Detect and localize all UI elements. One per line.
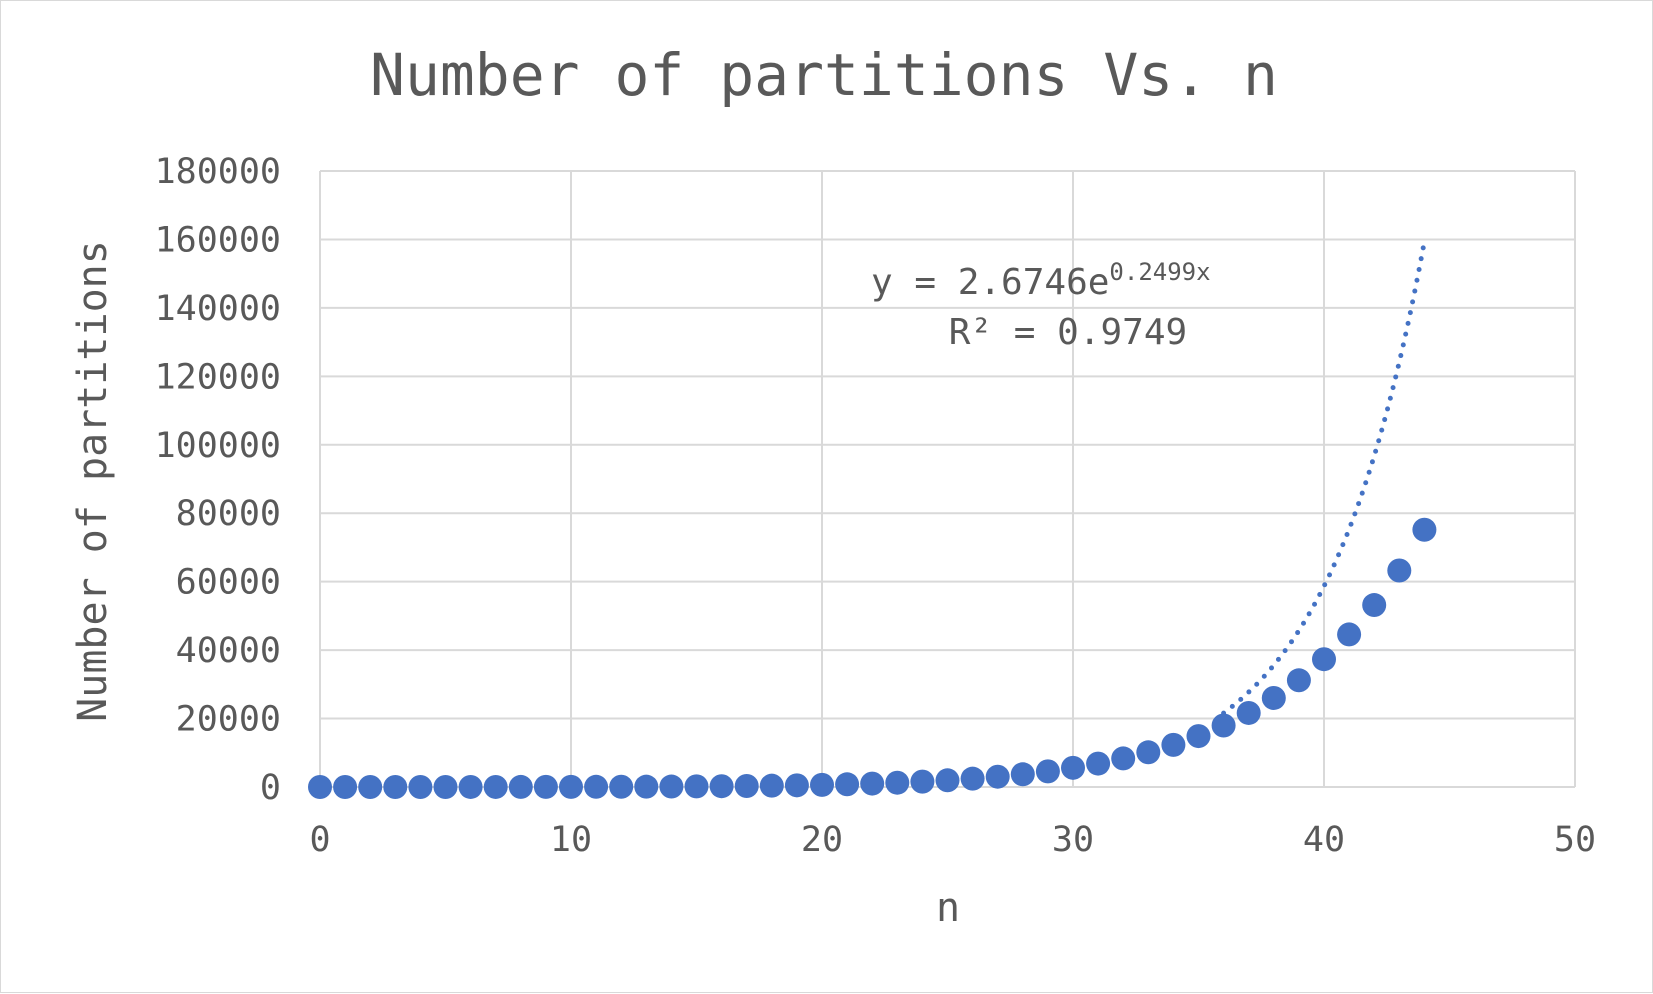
data-point	[308, 774, 332, 799]
data-point	[885, 770, 910, 795]
data-point	[709, 774, 734, 799]
data-point	[935, 768, 960, 793]
data-point	[333, 774, 358, 799]
data-point	[1261, 685, 1286, 710]
data-point	[1186, 724, 1211, 749]
data-point	[483, 774, 508, 799]
data-point	[1312, 647, 1336, 672]
data-points	[308, 517, 1437, 799]
data-point	[1010, 762, 1035, 787]
trendline-equation: y = 2.6746e0.2499x	[871, 258, 1211, 303]
data-point	[408, 774, 433, 799]
data-point	[383, 774, 408, 799]
data-point	[458, 774, 483, 799]
x-tick-label: 0	[309, 820, 330, 860]
data-point	[684, 774, 709, 799]
y-tick-label: 40000	[176, 631, 281, 671]
data-point	[1161, 732, 1186, 757]
y-tick-label: 80000	[176, 494, 281, 534]
equation-exponent: 0.2499x	[1109, 258, 1210, 286]
chart-title: Number of partitions Vs. n	[370, 41, 1278, 109]
data-point	[533, 774, 558, 799]
data-point	[960, 766, 985, 791]
data-point	[1136, 740, 1161, 765]
y-tick-label: 0	[260, 768, 281, 808]
data-point	[784, 773, 809, 798]
data-point	[584, 774, 609, 799]
data-point	[985, 764, 1010, 789]
data-point	[659, 774, 684, 799]
data-point	[1387, 558, 1412, 583]
y-tick-labels: 0 20000 40000 60000 80000 100000 120000 140000 1…	[155, 152, 281, 808]
data-point	[1061, 755, 1085, 780]
data-point	[1111, 746, 1136, 771]
data-point	[835, 772, 860, 797]
x-tick-label: 50	[1554, 820, 1596, 860]
data-point	[559, 774, 583, 799]
y-axis-label: Number of partitions	[70, 240, 116, 722]
data-point	[433, 774, 458, 799]
data-point	[910, 769, 935, 794]
y-tick-label: 180000	[155, 152, 281, 192]
data-point	[634, 774, 659, 799]
y-tick-label: 160000	[155, 220, 281, 260]
data-point	[860, 771, 885, 796]
data-point	[1412, 517, 1437, 542]
x-tick-label: 10	[550, 820, 592, 860]
data-point	[1286, 668, 1311, 693]
data-point	[734, 773, 759, 798]
x-tick-labels: 0 10 20 30 40 50	[309, 820, 1596, 860]
data-point	[1086, 751, 1111, 776]
x-tick-label: 30	[1052, 820, 1094, 860]
data-point	[1035, 759, 1060, 784]
x-tick-label: 40	[1303, 820, 1345, 860]
r-squared-label: R² = 0.9749	[949, 312, 1187, 353]
data-point	[1362, 593, 1387, 618]
data-point	[508, 774, 533, 799]
trendline-path	[1221, 238, 1427, 716]
x-axis-label: n	[936, 885, 960, 931]
y-tick-label: 60000	[176, 563, 281, 603]
data-point	[1211, 713, 1236, 738]
y-tick-label: 20000	[176, 700, 281, 740]
equation-base: y = 2.6746e	[871, 262, 1109, 303]
data-point	[358, 774, 383, 799]
y-tick-label: 120000	[155, 357, 281, 397]
data-point	[1236, 700, 1261, 725]
x-tick-label: 20	[801, 820, 843, 860]
vertical-gridlines	[319, 171, 1576, 787]
data-point	[609, 774, 634, 799]
data-point	[810, 772, 834, 797]
exponential-trendline	[1221, 238, 1427, 716]
data-point	[759, 773, 784, 798]
y-tick-label: 140000	[155, 289, 281, 329]
data-point	[1337, 622, 1362, 647]
y-tick-label: 100000	[155, 426, 281, 466]
